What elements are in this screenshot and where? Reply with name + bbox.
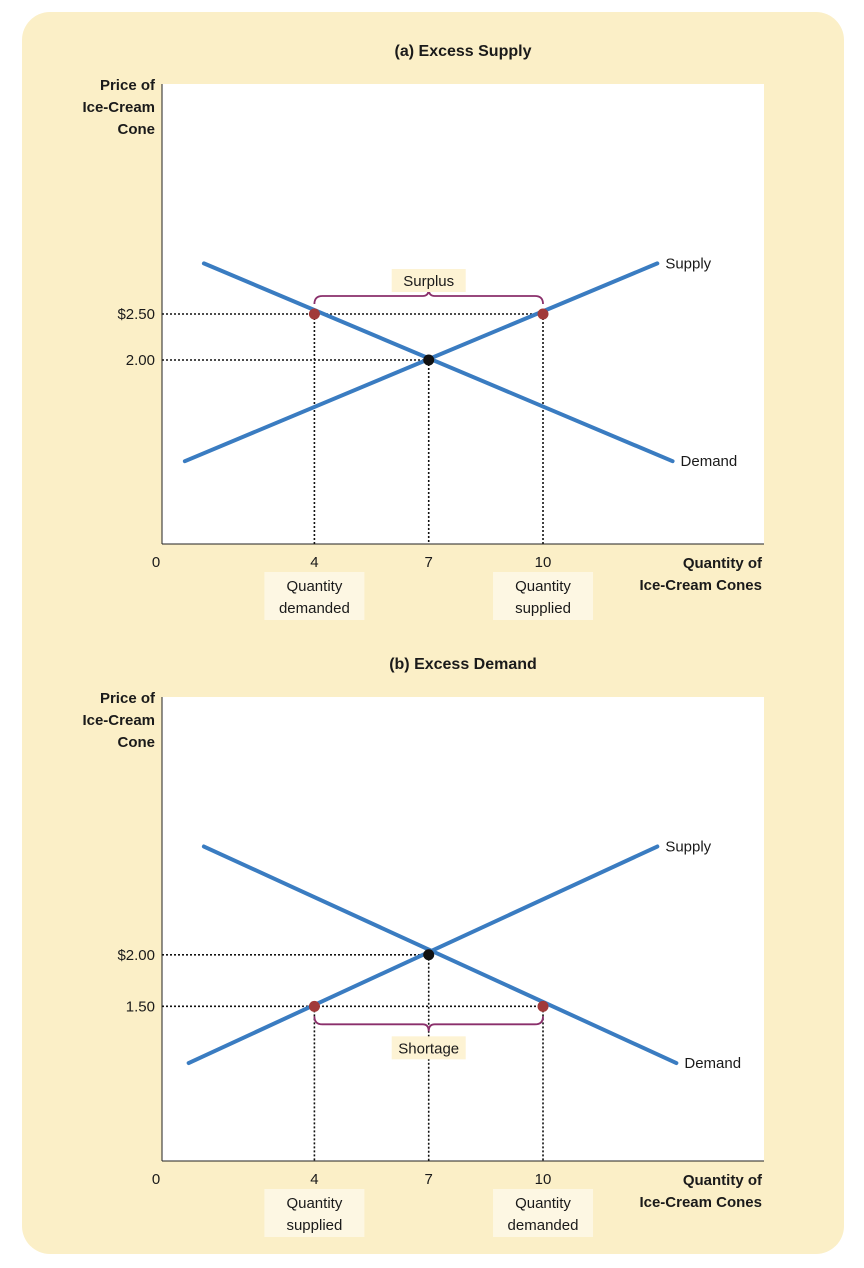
quantity-label: supplied [286, 1217, 342, 1234]
supply-curve [186, 844, 660, 1066]
demand-curve [201, 261, 675, 464]
price-tick-label: 2.00 [126, 352, 155, 369]
quantity-tick-label: 4 [310, 554, 318, 571]
quantity-tick-label: 7 [425, 1171, 433, 1188]
y-axis-label: Price of [100, 690, 156, 707]
x-axis-label: Ice-Cream Cones [639, 1194, 762, 1211]
y-axis-label: Ice-Cream [82, 712, 155, 729]
demand-curve [201, 844, 679, 1066]
demand-label: Demand [684, 1055, 741, 1072]
x-axis-label: Ice-Cream Cones [639, 577, 762, 594]
supply-label: Supply [665, 255, 711, 272]
y-axis-label: Price of [100, 77, 156, 94]
bracket-label: Surplus [403, 273, 454, 290]
bracket-label: Shortage [398, 1040, 459, 1057]
data-point [308, 1000, 320, 1012]
quantity-tick-label: 10 [535, 554, 552, 571]
data-point [537, 1000, 549, 1012]
quantity-label: demanded [508, 1217, 579, 1234]
x-axis-label: Quantity of [683, 555, 763, 572]
quantity-label-box [493, 572, 594, 620]
demand-label: Demand [681, 453, 738, 470]
data-point [537, 308, 549, 320]
origin-label: 0 [152, 554, 160, 571]
plot-area [162, 697, 764, 1161]
quantity-label: supplied [515, 600, 571, 617]
price-tick-label: $2.00 [117, 947, 155, 964]
price-tick-label: 1.50 [126, 998, 155, 1015]
data-point [423, 354, 435, 366]
quantity-label-box [264, 572, 365, 620]
origin-label: 0 [152, 1171, 160, 1188]
data-point [423, 949, 435, 961]
x-axis-label: Quantity of [683, 1172, 763, 1189]
chart-title: (b) Excess Demand [389, 656, 537, 673]
bracket-label-box [391, 1036, 466, 1060]
chart-title: (a) Excess Supply [395, 43, 532, 60]
quantity-label-box [493, 1189, 594, 1237]
y-axis-label: Cone [118, 734, 156, 751]
quantity-label: demanded [279, 600, 350, 617]
y-axis-label: Cone [118, 121, 156, 138]
data-point [308, 308, 320, 320]
bracket [313, 1016, 544, 1032]
supply-curve [182, 261, 660, 464]
price-tick-label: $2.50 [117, 306, 155, 323]
chart-panel-1: (a) Excess Supply Price of Ice-Cream Cone Qu… [82, 43, 764, 620]
chart-panel-2: (b) Excess Demand Price of Ice-Cream Cone Qu… [82, 656, 764, 1237]
y-axis-label: Ice-Cream [82, 99, 155, 116]
quantity-tick-label: 7 [425, 554, 433, 571]
quantity-tick-label: 4 [310, 1171, 318, 1188]
quantity-label: Quantity [515, 1195, 571, 1212]
quantity-label: Quantity [286, 578, 342, 595]
quantity-label: Quantity [286, 1195, 342, 1212]
quantity-tick-label: 10 [535, 1171, 552, 1188]
quantity-label-box [264, 1189, 365, 1237]
bracket-label-box [391, 269, 466, 292]
quantity-label: Quantity [515, 578, 571, 595]
supply-label: Supply [665, 839, 711, 856]
